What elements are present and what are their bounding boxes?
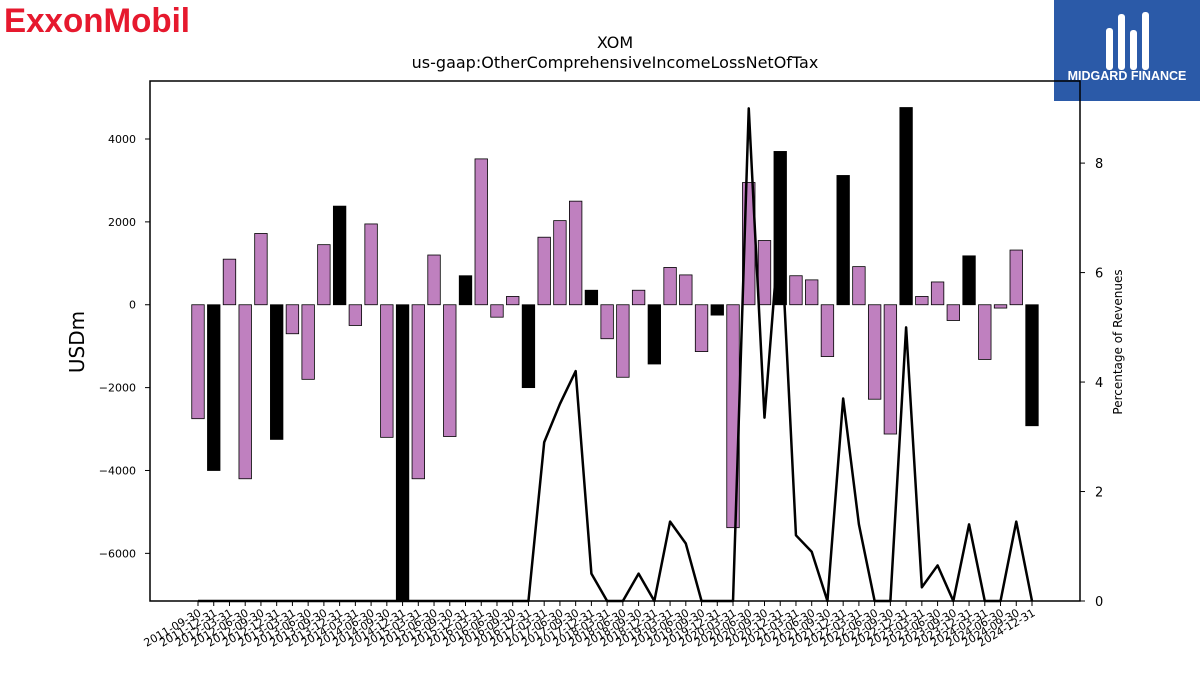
bar-2013-09-30	[317, 244, 331, 306]
bar-2023-06-30	[930, 281, 945, 306]
bar-2011-12-31	[207, 304, 221, 471]
bar-2015-12-31	[458, 275, 473, 306]
bar-2019-06-30	[679, 274, 693, 306]
exxonmobil-logo: ExxonMobil	[4, 0, 204, 46]
y-tick-label: −4000	[99, 464, 136, 477]
bar-2012-06-30	[238, 304, 252, 480]
bar-2014-09-30	[380, 304, 394, 438]
bar-2019-09-30	[694, 304, 709, 352]
chart-subtitle: us-gaap:OtherComprehensiveIncomeLossNetO…	[412, 53, 819, 72]
bar-2022-03-31	[852, 266, 866, 306]
bar-2014-06-30	[364, 223, 378, 306]
bar-2012-03-31	[222, 258, 237, 306]
bar-series	[191, 107, 1039, 602]
bar-2016-06-30	[490, 304, 504, 318]
y-tick-label: 4000	[108, 133, 136, 146]
bar-2024-06-30	[993, 304, 1008, 309]
bar-2018-03-31	[600, 304, 614, 340]
y-tick-label: −2000	[99, 382, 136, 395]
bar-2013-06-30	[301, 304, 315, 380]
bar-2019-03-31	[663, 267, 677, 306]
y-tick-label: −6000	[99, 547, 136, 560]
bar-2021-06-30	[805, 279, 819, 306]
bar-2012-12-31	[270, 304, 284, 440]
bar-2014-03-31	[348, 304, 363, 326]
bar-2018-09-30	[631, 289, 646, 306]
midgard-finance-logo: MIDGARD FINANCE	[1054, 0, 1200, 101]
bar-2017-03-31	[537, 236, 551, 306]
bar-2016-12-31	[521, 304, 536, 389]
y2-tick-label: 8	[1095, 157, 1103, 172]
bar-2017-12-31	[584, 289, 599, 306]
bar-2024-03-31	[978, 304, 992, 360]
bar-2016-09-30	[506, 296, 520, 306]
bar-2018-06-30	[616, 304, 630, 378]
bar-2024-12-31	[1025, 304, 1039, 427]
bar-2020-09-30	[757, 240, 772, 306]
bar-2023-12-31	[962, 255, 976, 306]
chart-title: XOM	[597, 33, 633, 52]
y2-tick-label: 2	[1095, 486, 1103, 501]
y-tick-label: 0	[129, 299, 136, 312]
bar-2023-09-30	[946, 304, 960, 321]
y2-tick-label: 6	[1095, 267, 1103, 282]
bar-2011-09-30	[191, 304, 205, 420]
bar-2021-09-30	[820, 304, 835, 357]
exxonmobil-logo-graphic: ExxonMobil	[4, 2, 190, 40]
bar-2015-09-30	[443, 304, 457, 437]
y2-tick-label: 4	[1095, 376, 1103, 391]
exxonmobil-logo-text: ExxonMobil	[4, 2, 190, 40]
bar-2013-03-31	[285, 304, 300, 335]
bar-2022-09-30	[883, 304, 898, 435]
bar-2017-09-30	[569, 200, 583, 306]
bar-2012-09-30	[254, 233, 268, 306]
bar-2016-03-31	[474, 158, 488, 306]
bar-2022-06-30	[867, 304, 882, 400]
y-tick-label: 2000	[108, 216, 136, 229]
bar-2013-12-31	[332, 205, 347, 306]
bar-2018-12-31	[647, 304, 661, 365]
midgard-finance-logo-text: MIDGARD FINANCE	[1068, 69, 1187, 83]
bar-2021-03-31	[789, 275, 803, 306]
y-axis-ticks: −6000 −4000 −2000 0 2000 4000	[99, 133, 150, 560]
plot-frame	[149, 80, 1081, 602]
bar-2015-03-31	[411, 304, 425, 480]
bar-2017-06-30	[553, 220, 567, 306]
secondary-y-axis-label: Percentage of Revenues	[1111, 269, 1125, 414]
x-axis-ticks: 2011-09-302011-12-312012-03-312012-06-30…	[142, 601, 1038, 650]
bar-2022-12-31	[899, 107, 913, 306]
y-axis-label: USDm	[65, 311, 89, 373]
bar-2015-06-30	[427, 254, 441, 306]
y2-tick-label: 0	[1095, 595, 1103, 610]
bar-2019-12-31	[710, 304, 724, 316]
bar-2021-12-31	[836, 175, 850, 306]
bar-2024-09-30	[1009, 249, 1023, 306]
midgard-finance-logo-graphic: MIDGARD FINANCE	[1068, 12, 1187, 83]
midgard-emblem-icon	[1106, 12, 1149, 70]
bar-2014-12-31	[395, 304, 410, 602]
secondary-y-axis-ticks: 0 2 4 6 8	[1080, 157, 1103, 610]
bar-2023-03-31	[915, 296, 929, 306]
